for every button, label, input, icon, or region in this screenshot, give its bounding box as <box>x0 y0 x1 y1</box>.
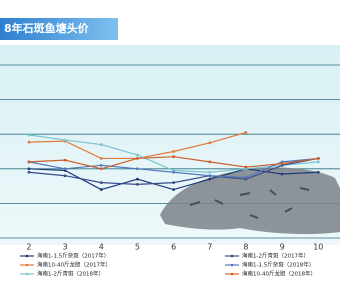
legend-label: 海南10-40斤龙胆（2017年） <box>37 261 111 269</box>
point <box>208 141 211 144</box>
point <box>28 167 31 170</box>
point <box>317 171 320 174</box>
x-tick-label: 7 <box>207 243 212 252</box>
legend-marker <box>26 255 29 258</box>
point <box>136 178 139 181</box>
point <box>317 160 320 163</box>
x-tick-label: 10 <box>313 243 323 252</box>
point <box>100 188 103 191</box>
point <box>100 164 103 167</box>
point <box>208 174 211 177</box>
point <box>28 160 31 163</box>
point <box>172 155 175 158</box>
point <box>28 133 31 136</box>
x-tick-label: 3 <box>63 243 68 252</box>
point <box>281 162 284 165</box>
point <box>100 167 103 170</box>
point <box>208 171 211 174</box>
point <box>245 176 248 179</box>
point <box>28 141 31 144</box>
page: {"chart_data": {"type": "line", "title":… <box>0 0 340 297</box>
point <box>64 139 67 142</box>
point <box>28 171 31 174</box>
x-tick-label: 2 <box>26 243 31 252</box>
point <box>281 173 284 176</box>
legend-marker <box>231 273 234 276</box>
point <box>208 160 211 163</box>
point <box>172 181 175 184</box>
x-tick-label: 8 <box>243 243 248 252</box>
point <box>172 171 175 174</box>
point <box>100 157 103 160</box>
point <box>245 166 248 169</box>
legend-label: 海南1-2斤青斑（2018年） <box>37 270 104 278</box>
point <box>100 181 103 184</box>
x-tick-label: 9 <box>280 243 285 252</box>
legend-label: 海南1-2斤青斑（2017年） <box>242 252 309 260</box>
point <box>136 167 139 170</box>
chart: 8年石斑鱼塘头价 2345678910 海南1-1.5斤杂斑（2017年）海南1… <box>0 0 340 297</box>
legend-marker <box>231 255 234 258</box>
point <box>136 157 139 160</box>
point <box>64 159 67 162</box>
point <box>172 188 175 191</box>
point <box>136 154 139 157</box>
point <box>64 167 67 170</box>
point <box>172 150 175 153</box>
legend-label: 海南1-1.5斤杂斑（2018年） <box>242 261 314 269</box>
legend-marker <box>26 273 29 276</box>
legend-label: 海南10-40斤龙胆（2018年） <box>242 270 316 278</box>
point <box>136 183 139 186</box>
x-tick-label: 6 <box>171 243 176 252</box>
point <box>208 178 211 181</box>
legend-label: 海南1-1.5斤杂斑（2017年） <box>37 252 109 260</box>
x-tick-label: 4 <box>99 243 104 252</box>
legend-marker <box>231 264 234 267</box>
point <box>245 131 248 134</box>
chart-title: 8年石斑鱼塘头价 <box>4 21 90 35</box>
legend-marker <box>26 264 29 267</box>
point <box>100 143 103 146</box>
x-tick-label: 5 <box>135 243 140 252</box>
point <box>317 157 320 160</box>
point <box>64 174 67 177</box>
